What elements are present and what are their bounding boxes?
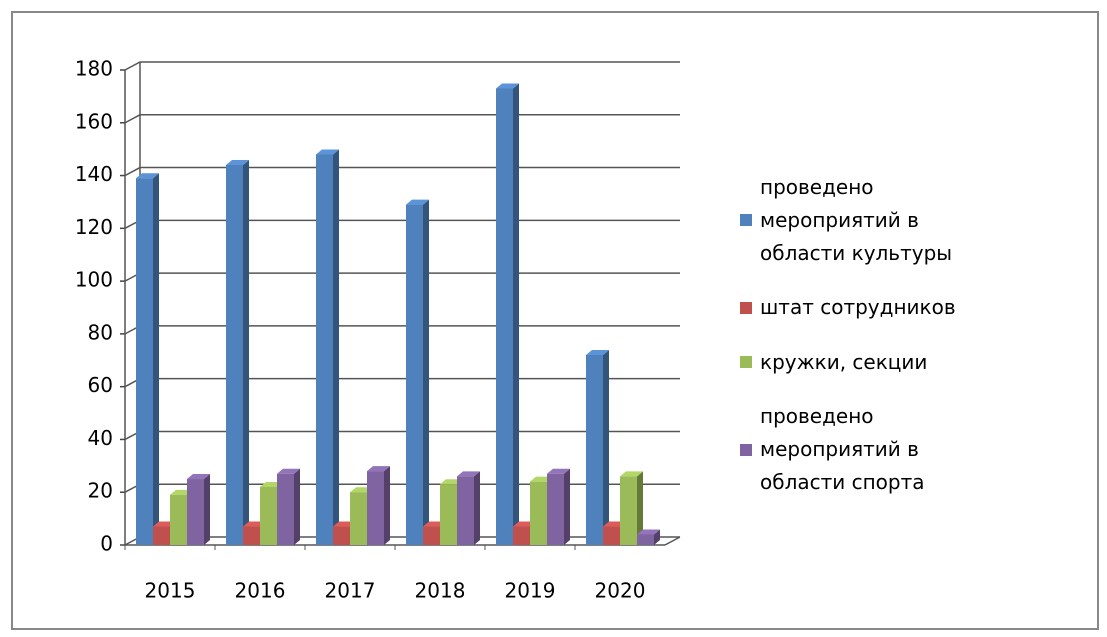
bar-side (384, 466, 390, 545)
bar-side (243, 160, 249, 545)
bar (457, 476, 474, 545)
bar (243, 526, 260, 545)
legend-entry: штат сотрудников (740, 291, 1100, 324)
x-tick-label: 2020 (595, 579, 646, 603)
bar (367, 471, 384, 545)
bar-top (496, 83, 519, 89)
bar-top (187, 474, 210, 480)
bar (586, 355, 603, 545)
bar (350, 492, 367, 545)
bar (406, 204, 423, 546)
bar-top (547, 468, 570, 474)
y-tick-label: 160 (75, 109, 113, 133)
legend: проведено мероприятий в области культуры… (740, 160, 1100, 510)
x-tick-label: 2015 (145, 579, 196, 603)
y-tick-label: 140 (75, 162, 113, 186)
legend-entry: кружки, секции (740, 346, 1100, 379)
bar-side (603, 350, 609, 545)
legend-entry: проведено мероприятий в области культуры (740, 171, 1100, 270)
bar-side (204, 474, 210, 545)
bar-side (423, 199, 429, 546)
legend-swatch (740, 214, 752, 227)
bar-top (586, 350, 609, 355)
bar (603, 526, 620, 545)
bar-top (136, 173, 159, 179)
legend-label: кружки, секции (760, 349, 928, 374)
bar-top (226, 160, 249, 165)
legend-label: проведено мероприятий в области спорта (760, 404, 925, 495)
bar-side (564, 468, 570, 545)
y-tick-label: 0 (100, 532, 113, 556)
bar-side (654, 529, 660, 545)
bar-top (637, 529, 660, 535)
bar (547, 473, 564, 545)
bar (226, 165, 243, 545)
floor-edge (664, 536, 681, 546)
y-tick-label: 120 (75, 215, 113, 239)
legend-swatch (740, 443, 752, 456)
y-tick-label: 80 (88, 320, 113, 344)
bar (637, 534, 654, 545)
bar (260, 486, 277, 545)
bar-top (277, 468, 300, 474)
y-tick-label: 20 (88, 479, 113, 503)
bar-side (637, 471, 643, 545)
bar-side (513, 83, 519, 545)
bar-side (153, 173, 159, 545)
bar (513, 526, 530, 545)
bar-side (333, 149, 339, 545)
y-tick-label: 180 (75, 57, 113, 81)
legend-swatch (740, 356, 752, 369)
bar (136, 178, 153, 545)
y-tick-label: 100 (75, 268, 113, 292)
bar (316, 154, 333, 545)
bar-top (367, 466, 390, 472)
bar (496, 88, 513, 545)
legend-label: проведено мероприятий в области культуры (760, 174, 953, 265)
bar (277, 473, 294, 545)
legend-label: штат сотрудников (760, 295, 956, 320)
bar-side (474, 471, 480, 545)
y-tick-label: 40 (88, 426, 113, 450)
bar-top (406, 199, 429, 205)
bar-top (620, 471, 643, 477)
bar (530, 481, 547, 545)
legend-entry: проведено мероприятий в области спорта (740, 400, 1100, 499)
legend-swatch (740, 301, 752, 314)
bar (333, 526, 350, 545)
bar (187, 479, 204, 545)
bar (423, 526, 440, 545)
bar-top (457, 471, 480, 477)
bar (153, 526, 170, 545)
x-tick-label: 2016 (235, 579, 286, 603)
x-tick-label: 2017 (325, 579, 376, 603)
bar (170, 494, 187, 545)
bar-side (294, 468, 300, 545)
bar-top (316, 149, 339, 155)
bar (620, 476, 637, 545)
x-tick-label: 2019 (505, 579, 556, 603)
bar (440, 484, 457, 545)
y-tick-label: 60 (88, 373, 113, 397)
x-tick-label: 2018 (415, 579, 466, 603)
